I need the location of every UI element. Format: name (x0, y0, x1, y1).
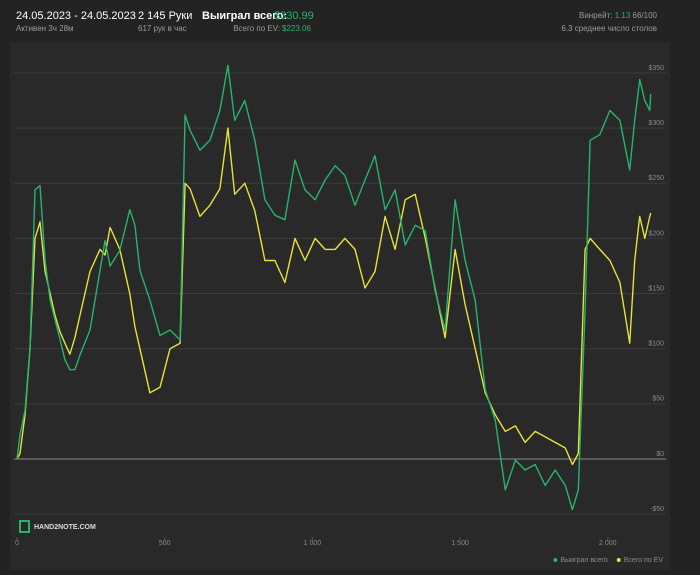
y-tick-label: $250 (648, 175, 664, 182)
legend-label: Выиграл всего (560, 557, 607, 564)
winrate-label: Винрейт: (579, 11, 612, 20)
series-line (16, 127, 652, 466)
y-tick-label: -$50 (650, 506, 664, 513)
y-tick-label: $100 (648, 341, 664, 348)
y-tick-label: $150 (648, 285, 664, 292)
series-line (16, 64, 652, 511)
x-tick-label: 1 000 (304, 540, 322, 547)
logo: HAND2NOTE.COM (34, 524, 96, 531)
winrate: Винрейт: 1.13 66/100 (579, 11, 658, 20)
legend-label: Всего по EV (624, 557, 664, 564)
x-tick-label: 2 000 (599, 540, 617, 547)
legend-marker (553, 558, 558, 562)
x-tick-label: 1 500 (451, 540, 469, 547)
legend-marker (616, 558, 621, 562)
y-tick-label: $350 (648, 65, 664, 72)
x-tick-label: 0 (15, 540, 19, 547)
active-time: Активен 3ч 28м (16, 24, 74, 33)
y-tick-label: $300 (648, 120, 664, 127)
hands-per-hour: 617 рук в час (138, 24, 187, 33)
hands: 2 145 Руки (138, 10, 192, 22)
x-tick-label: 500 (159, 540, 171, 547)
chart-panel (10, 42, 670, 570)
won-value: $330.99 (274, 10, 314, 22)
y-tick-label: $50 (652, 396, 664, 403)
won-label: Выиграл всего: (202, 10, 287, 22)
logo-icon (19, 520, 30, 533)
winrate-value: 1.13 (615, 11, 631, 20)
y-tick-label: $0 (656, 451, 664, 458)
winrate-extra: 66/100 (633, 11, 658, 20)
date-range: 24.05.2023 - 24.05.2023 (16, 10, 136, 22)
tables: 6.3 среднее число столов (561, 24, 657, 33)
ev-label: Всего по EV: (233, 24, 280, 33)
ev-value: $223.06 (282, 24, 311, 33)
y-tick-label: $200 (648, 230, 664, 237)
